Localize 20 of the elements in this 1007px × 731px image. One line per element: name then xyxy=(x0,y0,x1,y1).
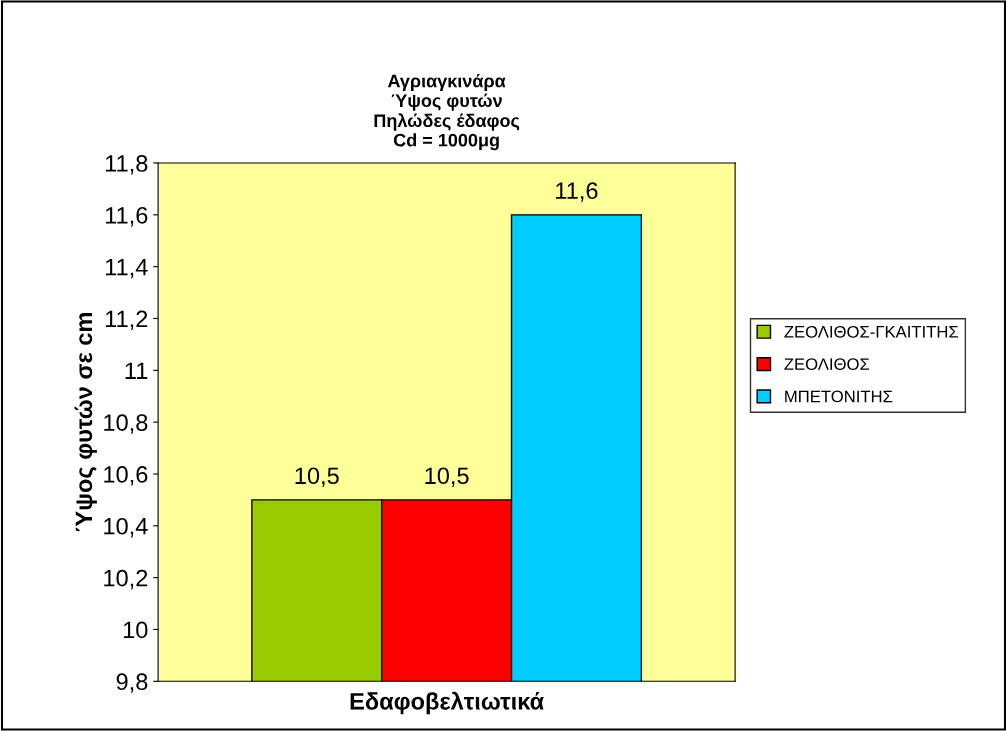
legend-label: ΖΕΟΛΙΘΟΣ xyxy=(784,358,870,371)
data-label: 11,6 xyxy=(556,182,598,202)
y-tick-label: 10,6 xyxy=(104,466,148,486)
data-label: 10,5 xyxy=(425,467,469,487)
legend-label: ΖΕΟΛΙΘΟΣ-ΓΚΑΙΤΙΤΗΣ xyxy=(784,325,959,338)
y-tick-label: 11,6 xyxy=(105,206,148,227)
x-axis-title: Εδαφοβελτιωτικά xyxy=(350,691,544,715)
y-tick-label: 9,8 xyxy=(116,673,148,693)
y-tick-label: 11 xyxy=(125,362,148,379)
y-tick-label: 11,2 xyxy=(105,310,148,331)
y-tick-label: 10,8 xyxy=(104,414,148,434)
y-tick-label: 10,2 xyxy=(104,569,148,590)
y-axis-title: Ύψος φυτών σε cm xyxy=(74,313,97,532)
data-label: 10,5 xyxy=(295,467,339,487)
chart-title: Αγριαγκινάρα Ύψος φυτών Πηλώδες έδαφος Cd = 1000μg xyxy=(374,73,520,151)
y-tick-label: 10,4 xyxy=(104,517,148,538)
y-tick-label: 10 xyxy=(123,621,148,639)
y-tick-label: 11,8 xyxy=(105,155,148,175)
legend-label: ΜΠΕΤΟΝΙΤΗΣ xyxy=(785,390,893,403)
y-tick-label: 11,4 xyxy=(105,258,148,279)
